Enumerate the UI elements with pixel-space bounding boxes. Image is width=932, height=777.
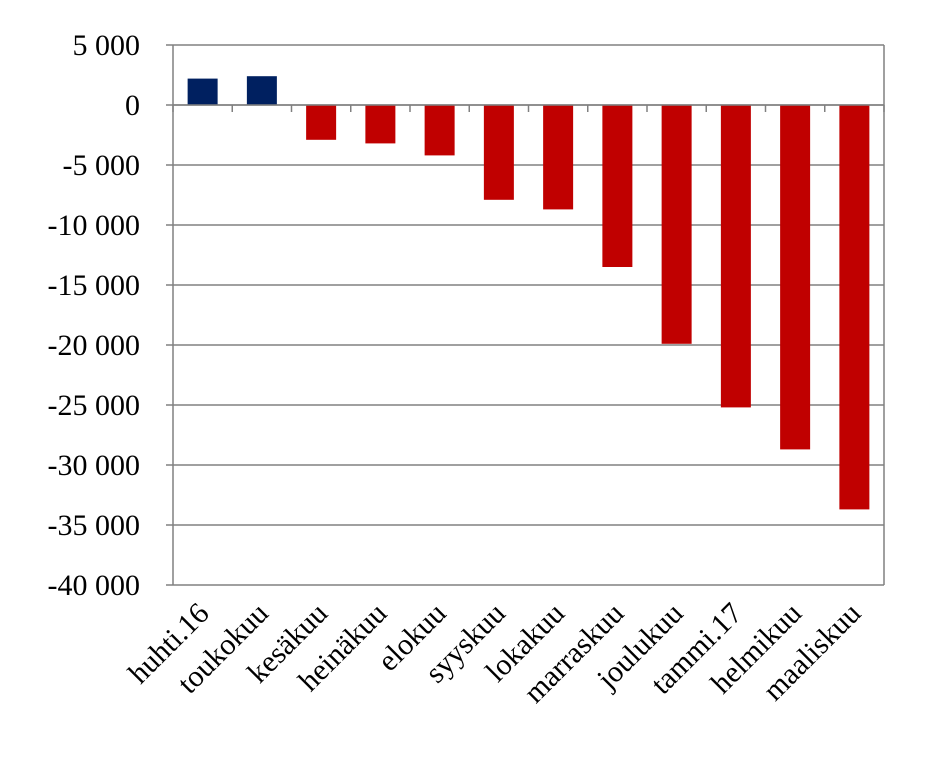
y-tick-label: -5 000 xyxy=(63,149,141,182)
category-labels: huhti.16toukokuukesäkuuheinäkuuelokuusyy… xyxy=(122,597,867,710)
bar xyxy=(246,76,277,105)
y-tick-label: -40 000 xyxy=(48,569,141,602)
bar xyxy=(720,105,751,408)
bar xyxy=(483,105,514,200)
y-tick-label: -20 000 xyxy=(48,329,141,362)
bar xyxy=(602,105,633,267)
bar xyxy=(839,105,870,510)
zero-axis xyxy=(172,104,885,112)
bar xyxy=(365,105,396,144)
y-tick-label: -30 000 xyxy=(48,449,141,482)
gridlines xyxy=(166,44,885,586)
bar xyxy=(543,105,574,210)
bar xyxy=(661,105,692,344)
bar xyxy=(424,105,455,156)
y-tick-label: -10 000 xyxy=(48,209,141,242)
y-tick-labels: 5 000 0 -5 000 -10 000 -15 000 -20 000 -25 000… xyxy=(48,29,141,602)
y-tick-label: 0 xyxy=(125,89,140,122)
y-tick-label: -15 000 xyxy=(48,269,141,302)
y-tick-label: -25 000 xyxy=(48,389,141,422)
bar xyxy=(187,78,218,105)
y-tick-label: 5 000 xyxy=(73,29,141,62)
bars xyxy=(187,76,870,510)
y-tick-label: -35 000 xyxy=(48,509,141,542)
bar xyxy=(780,105,811,450)
bar xyxy=(306,105,337,140)
